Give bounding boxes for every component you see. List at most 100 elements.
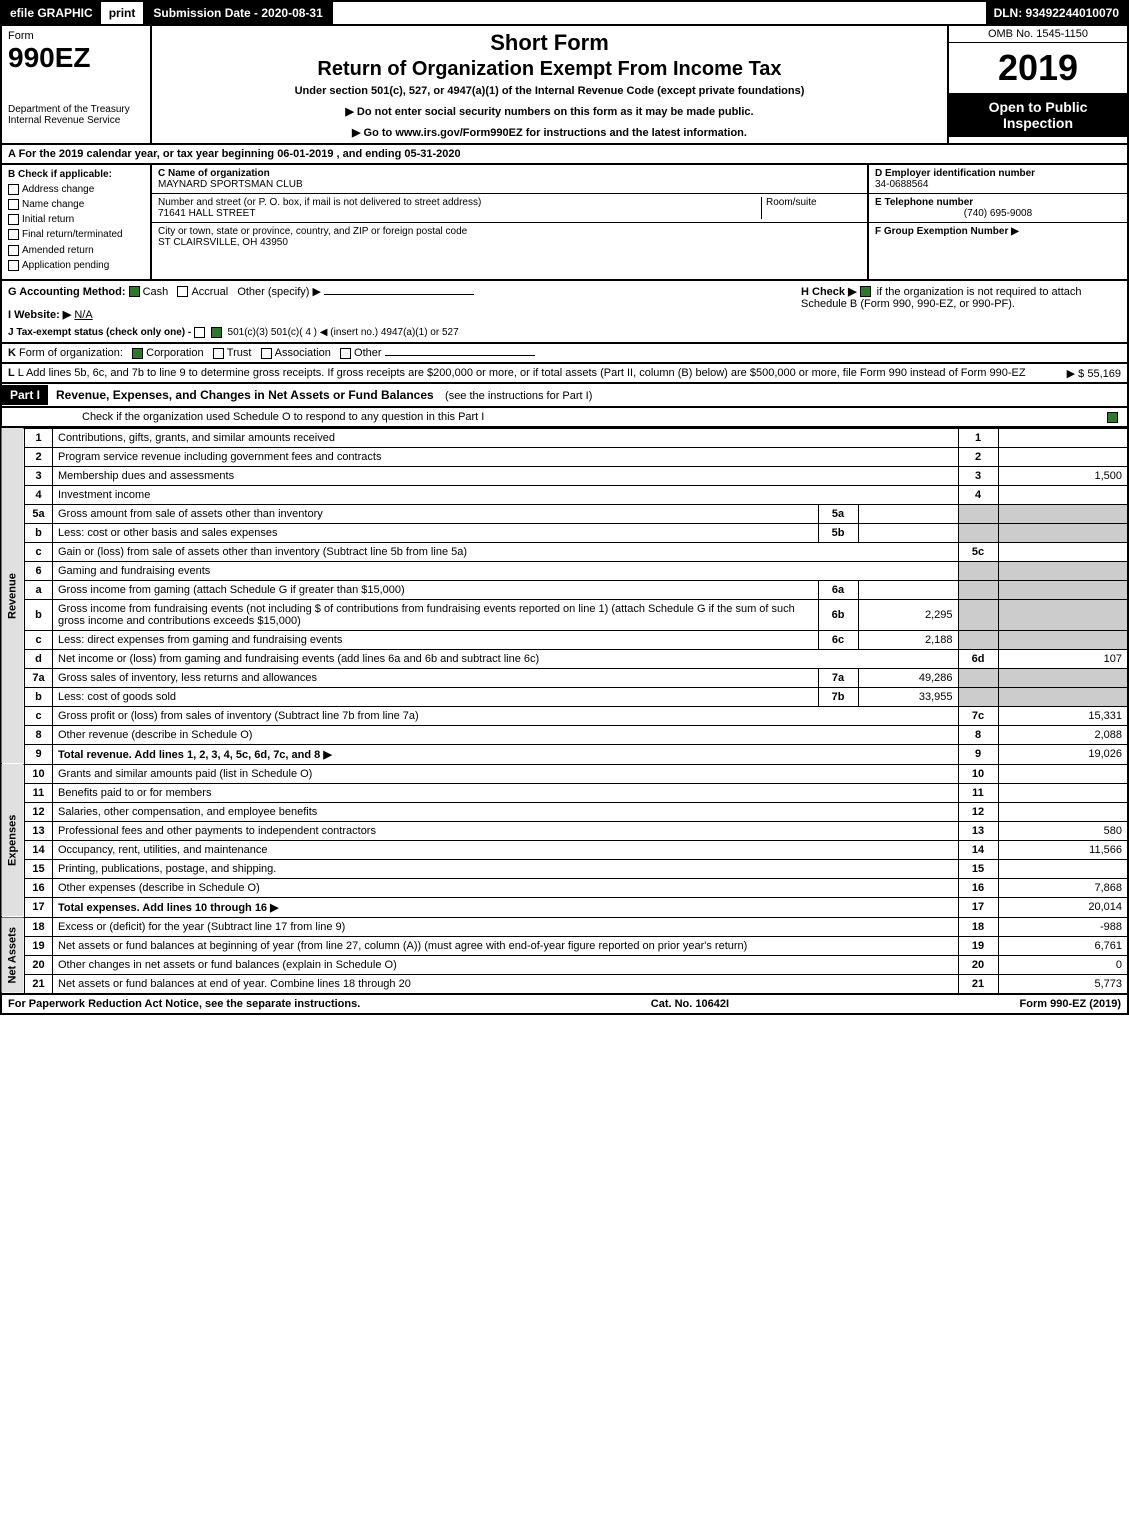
- check-h[interactable]: [860, 286, 871, 297]
- line11-val: [998, 783, 1128, 802]
- netassets-label: Net Assets: [1, 917, 25, 994]
- row-a-tax-year: A For the 2019 calendar year, or tax yea…: [0, 145, 1129, 165]
- website-value: N/A: [74, 309, 92, 321]
- check-address-change[interactable]: Address change: [8, 184, 144, 195]
- b-label: B Check if applicable:: [8, 169, 144, 180]
- dln-label: DLN: 93492244010070: [986, 2, 1127, 24]
- line18-desc: Excess or (deficit) for the year (Subtra…: [58, 921, 345, 933]
- check-initial-return[interactable]: Initial return: [8, 214, 144, 225]
- org-name: MAYNARD SPORTSMAN CLUB: [158, 179, 303, 190]
- header-right: OMB No. 1545-1150 2019 Open to Public In…: [947, 26, 1127, 143]
- line1-desc: Contributions, gifts, grants, and simila…: [58, 432, 335, 444]
- topbar: efile GRAPHIC print Submission Date - 20…: [0, 0, 1129, 26]
- short-form-title: Short Form: [162, 30, 937, 56]
- line6d-val: 107: [998, 649, 1128, 668]
- efile-button[interactable]: efile GRAPHIC: [2, 2, 101, 24]
- line6a-desc: Gross income from gaming (attach Schedul…: [58, 584, 405, 596]
- entity-block: B Check if applicable: Address change Na…: [0, 165, 1129, 281]
- row-l: L L Add lines 5b, 6c, and 7b to line 9 t…: [0, 364, 1129, 384]
- line10-desc: Grants and similar amounts paid (list in…: [58, 768, 312, 780]
- print-button[interactable]: print: [101, 2, 144, 24]
- check-other-org[interactable]: [340, 348, 351, 359]
- row-l-amount: ▶ $ 55,169: [1067, 367, 1121, 380]
- line20-val: 0: [998, 955, 1128, 974]
- line5c-desc: Gain or (loss) from sale of assets other…: [58, 546, 467, 558]
- street-label: Number and street (or P. O. box, if mail…: [158, 197, 481, 208]
- check-final-return[interactable]: Final return/terminated: [8, 229, 144, 240]
- d-label: D Employer identification number: [875, 168, 1035, 179]
- line6a-sub: [858, 580, 958, 599]
- line12-desc: Salaries, other compensation, and employ…: [58, 806, 317, 818]
- check-schedule-o[interactable]: [1107, 412, 1118, 423]
- i-label: I Website: ▶: [8, 309, 71, 321]
- part1-header-row: Part I Revenue, Expenses, and Changes in…: [0, 384, 1129, 408]
- line3-val: 1,500: [998, 466, 1128, 485]
- cat-no: Cat. No. 10642I: [651, 998, 729, 1010]
- form-ref: Form 990-EZ (2019): [1020, 998, 1121, 1010]
- line5a-sub: [858, 504, 958, 523]
- city-value: ST CLAIRSVILLE, OH 43950: [158, 237, 288, 248]
- line6c-sub: 2,188: [858, 630, 958, 649]
- goto-irs-link[interactable]: ▶ Go to www.irs.gov/Form990EZ for instru…: [162, 126, 937, 139]
- irs-label: Internal Revenue Service: [8, 115, 144, 126]
- line21-val: 5,773: [998, 974, 1128, 994]
- line21-desc: Net assets or fund balances at end of ye…: [58, 978, 411, 990]
- line6b-desc: Gross income from fundraising events (no…: [58, 603, 795, 627]
- line8-val: 2,088: [998, 725, 1128, 744]
- line7a-desc: Gross sales of inventory, less returns a…: [58, 672, 317, 684]
- section-b: B Check if applicable: Address change Na…: [2, 165, 152, 279]
- line13-val: 580: [998, 821, 1128, 840]
- ssn-warning: ▶ Do not enter social security numbers o…: [162, 105, 937, 118]
- check-501c[interactable]: [211, 327, 222, 338]
- footer: For Paperwork Reduction Act Notice, see …: [0, 995, 1129, 1015]
- line9-desc: Total revenue. Add lines 1, 2, 3, 4, 5c,…: [58, 749, 320, 761]
- line7b-sub: 33,955: [858, 687, 958, 706]
- line14-desc: Occupancy, rent, utilities, and maintena…: [58, 844, 268, 856]
- check-trust[interactable]: [213, 348, 224, 359]
- submission-date: Submission Date - 2020-08-31: [143, 2, 332, 24]
- check-name-change[interactable]: Name change: [8, 199, 144, 210]
- line4-val: [998, 485, 1128, 504]
- open-public-badge: Open to Public Inspection: [949, 93, 1127, 137]
- line5b-desc: Less: cost or other basis and sales expe…: [58, 527, 278, 539]
- omb-number: OMB No. 1545-1150: [949, 26, 1127, 43]
- line14-val: 11,566: [998, 840, 1128, 859]
- check-amended-return[interactable]: Amended return: [8, 245, 144, 256]
- line5a-desc: Gross amount from sale of assets other t…: [58, 508, 323, 520]
- part1-check-row: Check if the organization used Schedule …: [0, 408, 1129, 428]
- line7c-desc: Gross profit or (loss) from sales of inv…: [58, 710, 419, 722]
- room-suite-label: Room/suite: [761, 197, 861, 219]
- line6c-desc: Less: direct expenses from gaming and fu…: [58, 634, 342, 646]
- line7a-sub: 49,286: [858, 668, 958, 687]
- line8-desc: Other revenue (describe in Schedule O): [58, 729, 252, 741]
- check-application-pending[interactable]: Application pending: [8, 260, 144, 271]
- check-cash[interactable]: [129, 286, 140, 297]
- line11-desc: Benefits paid to or for members: [58, 787, 211, 799]
- line9-val: 19,026: [998, 744, 1128, 764]
- check-accrual[interactable]: [177, 286, 188, 297]
- j-opts: 501(c)(3) 501(c)( 4 ) ◀ (insert no.) 494…: [228, 327, 459, 338]
- line17-val: 20,014: [998, 897, 1128, 917]
- line10-val: [998, 764, 1128, 783]
- line18-val: -988: [998, 917, 1128, 936]
- check-corporation[interactable]: [132, 348, 143, 359]
- line5c-val: [998, 542, 1128, 561]
- ein-value: 34-0688564: [875, 179, 928, 190]
- check-association[interactable]: [261, 348, 272, 359]
- check-501c3[interactable]: [194, 327, 205, 338]
- row-k: K Form of organization: Corporation Trus…: [0, 344, 1129, 364]
- part1-label: Part I: [2, 385, 48, 405]
- line2-desc: Program service revenue including govern…: [58, 451, 381, 463]
- line15-desc: Printing, publications, postage, and shi…: [58, 863, 276, 875]
- line20-desc: Other changes in net assets or fund bala…: [58, 959, 397, 971]
- line7b-desc: Less: cost of goods sold: [58, 691, 176, 703]
- line6b-sub: 2,295: [858, 599, 958, 630]
- line6d-desc: Net income or (loss) from gaming and fun…: [58, 653, 539, 665]
- line19-desc: Net assets or fund balances at beginning…: [58, 940, 747, 952]
- line12-val: [998, 802, 1128, 821]
- part1-title: Revenue, Expenses, and Changes in Net As…: [56, 388, 434, 402]
- phone-value: (740) 695-9008: [875, 208, 1121, 219]
- header-center: Short Form Return of Organization Exempt…: [152, 26, 947, 143]
- section-ghij: G Accounting Method: Cash Accrual Other …: [0, 281, 1129, 344]
- line4-desc: Investment income: [58, 489, 150, 501]
